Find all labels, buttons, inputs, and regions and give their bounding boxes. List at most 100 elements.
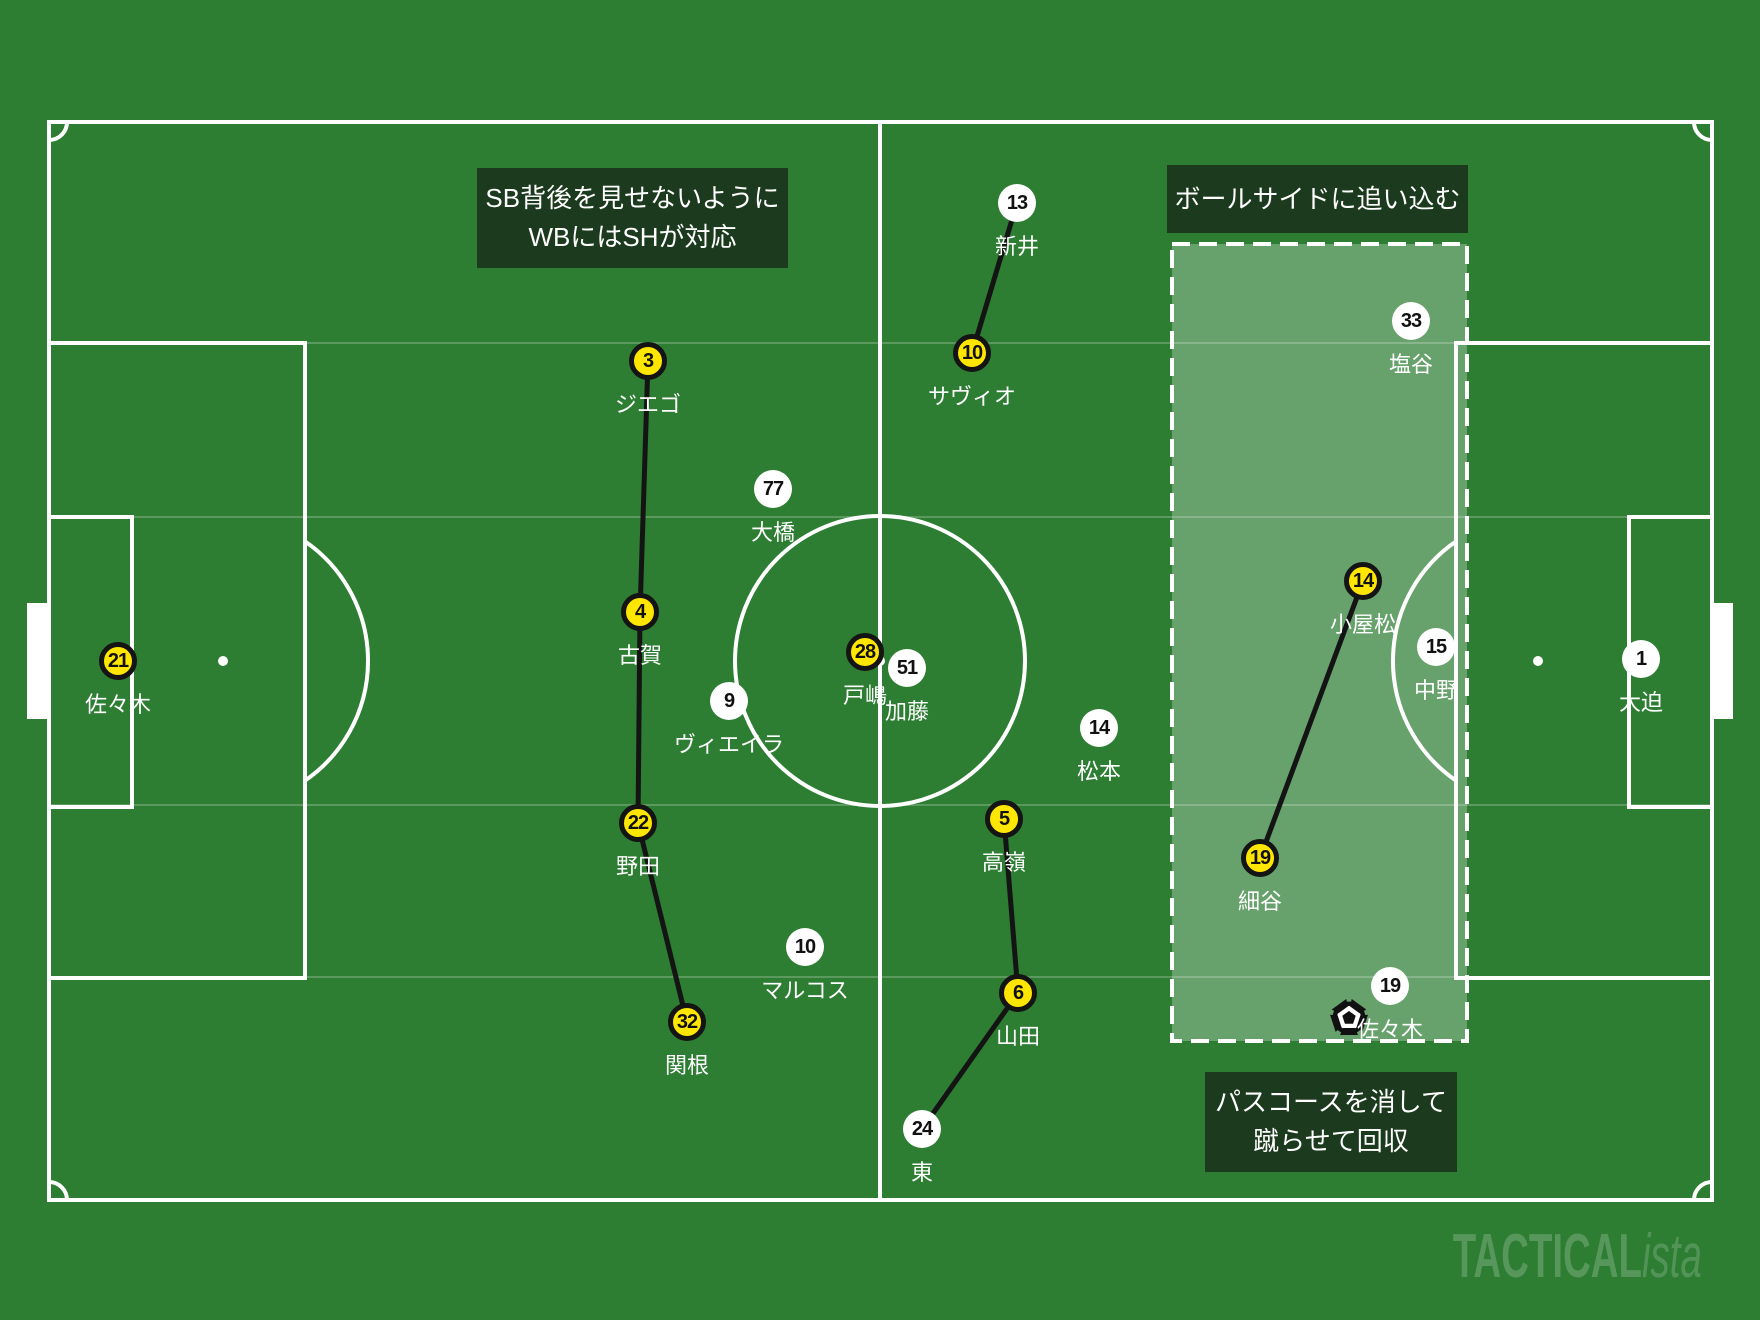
player-circle-yellow[interactable]: 21 <box>99 642 137 680</box>
annotation-box-sb[interactable]: SB背後を見せないように WBにはSHが対応 <box>477 168 788 268</box>
player-circle-yellow[interactable]: 14 <box>1344 562 1382 600</box>
annotation-text: WBにはSHが対応 <box>528 222 737 252</box>
connection-line[interactable] <box>635 822 690 1023</box>
player-circle-yellow[interactable]: 32 <box>668 1003 706 1041</box>
player-circle-white[interactable]: 77 <box>754 470 792 508</box>
connection-line[interactable] <box>635 611 643 824</box>
player-number: 9 <box>723 689 735 712</box>
player-name-label: 関根 <box>664 1053 710 1078</box>
player-circle-yellow[interactable]: 6 <box>999 974 1037 1012</box>
player-name-label: 佐々木 <box>84 692 152 717</box>
goal-left <box>27 603 49 719</box>
player-circle-yellow[interactable]: 4 <box>621 593 659 631</box>
player-name-label: マルコス <box>761 978 849 1003</box>
connection-line[interactable] <box>637 360 651 613</box>
connection-line[interactable] <box>1257 580 1366 859</box>
player-name-label: 佐々木 <box>1356 1017 1424 1042</box>
player-circle-yellow[interactable]: 10 <box>953 334 991 372</box>
tacticalista-watermark: TACTICALista <box>1453 1226 1702 1288</box>
player-number: 33 <box>1400 309 1422 332</box>
goal-right <box>1712 603 1733 719</box>
player-circle-white[interactable]: 10 <box>786 928 824 966</box>
annotation-text: ボールサイドに追い込む <box>1174 183 1461 214</box>
player-name-label: 小屋松 <box>1329 612 1397 637</box>
player-name-label: 山田 <box>995 1024 1041 1049</box>
penalty-arc-right <box>1391 539 1458 783</box>
watermark-bold: TACTICAL <box>1452 1222 1643 1291</box>
player-circle-white[interactable]: 15 <box>1417 628 1455 666</box>
player-circle-white[interactable]: 24 <box>903 1110 941 1148</box>
player-circle-yellow[interactable]: 28 <box>846 633 884 671</box>
player-name-label: 高嶺 <box>981 850 1027 875</box>
corner-arc <box>48 1180 69 1201</box>
connection-line[interactable] <box>919 991 1021 1131</box>
player-number: 19 <box>1379 974 1401 997</box>
player-number: 13 <box>1006 191 1028 214</box>
annotation-text: パスコースを消して <box>1215 1087 1447 1117</box>
pressing-zone[interactable] <box>1170 242 1469 1043</box>
player-circle-yellow[interactable]: 19 <box>1241 839 1279 877</box>
annotation-box-passcourse[interactable]: パスコースを消して 蹴らせて回収 <box>1205 1072 1457 1172</box>
player-number: 21 <box>107 649 129 672</box>
corner-arc <box>1692 1180 1713 1201</box>
corner-arc <box>1692 121 1713 142</box>
player-number: 14 <box>1352 569 1374 592</box>
player-name-label: 塩谷 <box>1388 352 1434 377</box>
player-name-label: ジエゴ <box>614 392 682 417</box>
connection-line[interactable] <box>1001 818 1021 994</box>
penalty-arc-left <box>303 539 370 783</box>
player-number: 6 <box>1012 981 1024 1004</box>
player-number: 1 <box>1635 647 1647 670</box>
player-circle-white[interactable]: 13 <box>998 184 1036 222</box>
soccer-ball[interactable] <box>1330 998 1368 1035</box>
player-circle-yellow[interactable]: 5 <box>985 800 1023 838</box>
player-number: 5 <box>998 807 1010 830</box>
player-name-label: 中野 <box>1413 678 1459 703</box>
player-number: 14 <box>1088 716 1110 739</box>
penalty-spot-left <box>218 656 228 666</box>
player-name-label: 松本 <box>1076 759 1122 784</box>
player-number: 15 <box>1425 635 1447 658</box>
penalty-spot-right <box>1533 656 1543 666</box>
connection-line[interactable] <box>969 202 1020 354</box>
player-name-label: 東 <box>910 1160 934 1185</box>
player-circle-yellow[interactable]: 3 <box>629 342 667 380</box>
player-name-label: ヴィエイラ <box>673 732 785 757</box>
player-name-label: 加藤 <box>884 699 930 724</box>
corner-arc <box>48 121 69 142</box>
penalty-area-left <box>47 341 307 980</box>
player-circle-white[interactable]: 1 <box>1622 640 1660 678</box>
player-name-label: 大橋 <box>750 520 796 545</box>
player-circle-white[interactable]: 19 <box>1371 967 1409 1005</box>
player-number: 3 <box>642 349 654 372</box>
player-number: 51 <box>896 656 918 679</box>
annotation-text: 蹴らせて回収 <box>1253 1126 1409 1156</box>
player-number: 10 <box>961 341 983 364</box>
player-circle-white[interactable]: 51 <box>888 649 926 687</box>
player-number: 4 <box>634 600 646 623</box>
penalty-area-right <box>1454 341 1714 980</box>
annotation-text: SB背後を見せないように <box>485 183 780 213</box>
player-name-label: 大迫 <box>1618 690 1664 715</box>
player-number: 28 <box>854 640 876 663</box>
player-circle-yellow[interactable]: 22 <box>619 804 657 842</box>
player-circle-white[interactable]: 14 <box>1080 709 1118 747</box>
player-name-label: 古賀 <box>617 643 663 668</box>
player-name-label: 戸嶋 <box>842 683 888 708</box>
player-number: 24 <box>911 1117 933 1140</box>
player-name-label: 野田 <box>615 854 661 879</box>
player-number: 19 <box>1249 846 1271 869</box>
player-circle-white[interactable]: 33 <box>1392 302 1430 340</box>
player-number: 10 <box>794 935 816 958</box>
player-number: 32 <box>676 1010 698 1033</box>
player-circle-white[interactable]: 9 <box>710 682 748 720</box>
player-number: 22 <box>627 811 649 834</box>
player-number: 77 <box>762 477 784 500</box>
player-name-label: 細谷 <box>1237 889 1283 914</box>
center-circle <box>733 514 1027 808</box>
watermark-italic: ista <box>1642 1222 1702 1291</box>
player-name-label: 新井 <box>994 234 1040 259</box>
player-name-label: サヴィオ <box>927 384 1017 409</box>
annotation-box-ballside[interactable]: ボールサイドに追い込む <box>1167 165 1468 233</box>
